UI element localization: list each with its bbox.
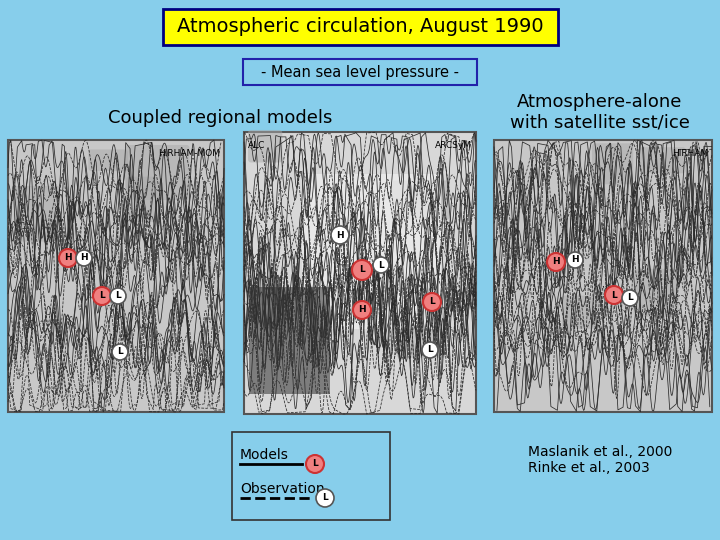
Text: Coupled regional models: Coupled regional models (108, 109, 332, 127)
Text: L: L (115, 292, 121, 300)
Circle shape (59, 249, 77, 267)
Text: HIRHAM: HIRHAM (672, 150, 708, 159)
Text: L: L (117, 348, 123, 356)
FancyBboxPatch shape (126, 177, 158, 222)
Text: H: H (571, 255, 579, 265)
Circle shape (353, 301, 371, 319)
Text: ARCSyM: ARCSyM (435, 141, 472, 151)
FancyBboxPatch shape (302, 174, 441, 329)
FancyBboxPatch shape (392, 180, 450, 220)
Text: L: L (427, 346, 433, 354)
Circle shape (112, 344, 128, 360)
Text: L: L (429, 298, 435, 307)
Circle shape (423, 293, 441, 311)
FancyBboxPatch shape (125, 145, 189, 200)
FancyBboxPatch shape (562, 295, 600, 329)
Text: L: L (627, 294, 633, 302)
FancyBboxPatch shape (243, 59, 477, 85)
Text: L: L (99, 292, 105, 300)
Text: Observation: Observation (240, 482, 325, 496)
Circle shape (605, 286, 623, 304)
Text: L: L (359, 266, 365, 274)
Text: HIRHAM-MOM: HIRHAM-MOM (158, 150, 220, 159)
FancyBboxPatch shape (246, 278, 276, 306)
Circle shape (547, 253, 565, 271)
Circle shape (110, 288, 126, 304)
Text: ALC: ALC (248, 141, 266, 151)
FancyBboxPatch shape (14, 186, 60, 242)
Text: H: H (80, 253, 88, 262)
Text: H: H (336, 231, 344, 240)
Text: L: L (322, 494, 328, 503)
FancyBboxPatch shape (494, 140, 712, 412)
Circle shape (76, 250, 92, 266)
FancyBboxPatch shape (634, 269, 679, 317)
Text: H: H (358, 306, 366, 314)
Text: Atmosphere-alone
with satellite sst/ice: Atmosphere-alone with satellite sst/ice (510, 92, 690, 131)
FancyBboxPatch shape (8, 140, 224, 412)
Text: H: H (552, 258, 560, 267)
FancyBboxPatch shape (232, 432, 390, 520)
Text: Atmospheric circulation, August 1990: Atmospheric circulation, August 1990 (176, 17, 544, 37)
Circle shape (93, 287, 111, 305)
Text: L: L (312, 460, 318, 469)
Text: Maslanik et al., 2000
Rinke et al., 2003: Maslanik et al., 2000 Rinke et al., 2003 (528, 445, 672, 475)
FancyBboxPatch shape (163, 9, 557, 45)
Circle shape (306, 455, 324, 473)
FancyBboxPatch shape (592, 143, 633, 184)
Circle shape (352, 260, 372, 280)
Circle shape (622, 290, 638, 306)
Text: H: H (64, 253, 72, 262)
Circle shape (316, 489, 334, 507)
Text: L: L (378, 260, 384, 269)
FancyBboxPatch shape (248, 130, 282, 163)
Circle shape (567, 252, 583, 268)
FancyBboxPatch shape (249, 287, 330, 394)
FancyBboxPatch shape (89, 150, 128, 171)
FancyBboxPatch shape (244, 132, 476, 414)
Text: Models: Models (240, 448, 289, 462)
Circle shape (373, 257, 389, 273)
Circle shape (331, 226, 349, 244)
Text: - Mean sea level pressure -: - Mean sea level pressure - (261, 64, 459, 79)
Circle shape (422, 342, 438, 358)
Text: L: L (611, 291, 617, 300)
FancyBboxPatch shape (639, 147, 686, 173)
FancyBboxPatch shape (397, 308, 446, 358)
